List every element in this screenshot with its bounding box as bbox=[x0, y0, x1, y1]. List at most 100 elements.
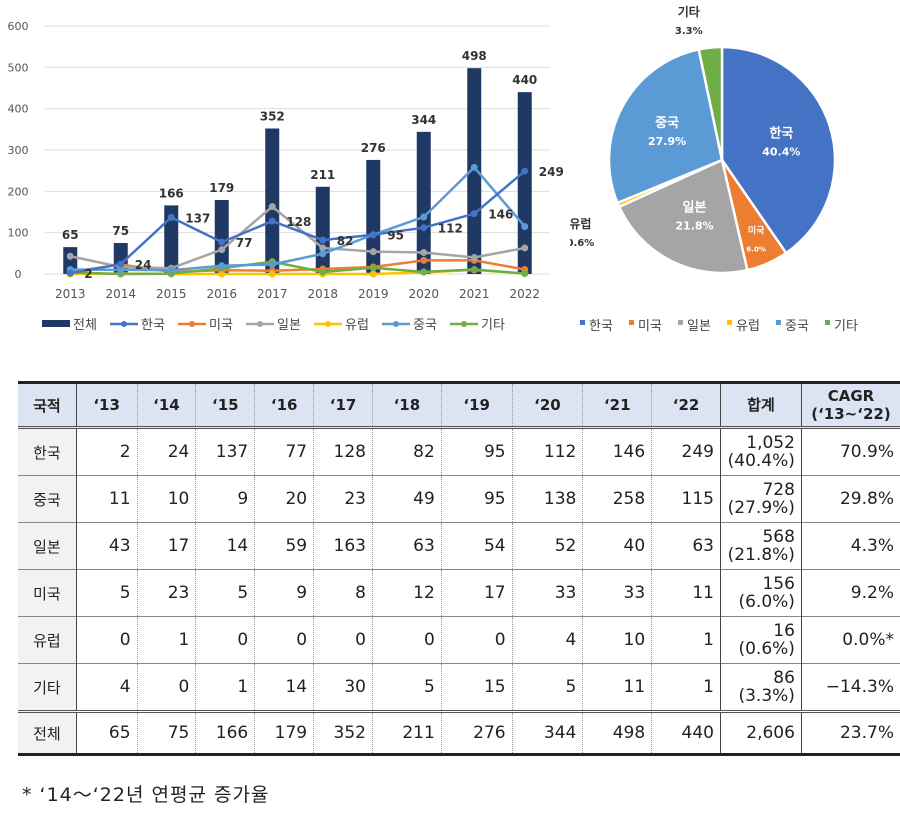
pie-slice bbox=[607, 47, 724, 205]
legend-item: 미국 bbox=[178, 318, 233, 333]
slice-label: 21.8% bbox=[675, 220, 713, 233]
line-label: 24 bbox=[135, 258, 152, 272]
line-label: 146 bbox=[488, 208, 513, 222]
legend-item: 일본 bbox=[246, 318, 301, 333]
table-cell: 5 bbox=[195, 569, 255, 617]
line-point bbox=[218, 270, 226, 278]
table-cell: 17 bbox=[440, 569, 513, 617]
table-cell: 498 bbox=[582, 711, 652, 755]
svg-text:중국: 중국 bbox=[785, 319, 809, 334]
svg-text:일본: 일본 bbox=[687, 319, 711, 334]
table-cell: 43 bbox=[75, 522, 138, 570]
line-point bbox=[218, 238, 226, 246]
cagr-cell: 23.7% bbox=[800, 711, 900, 755]
cagr-cell: 9.2% bbox=[800, 569, 900, 617]
row-label: 한국 bbox=[18, 427, 77, 476]
slice-name: 미국 bbox=[748, 225, 765, 237]
legend-item: 미국 bbox=[629, 319, 662, 334]
slice-name: 일본 bbox=[683, 201, 707, 216]
svg-text:미국: 미국 bbox=[209, 318, 233, 333]
pie-slice bbox=[617, 158, 749, 275]
table-cell: 128 bbox=[313, 427, 373, 476]
legend-item: 기타 bbox=[450, 318, 505, 333]
table-cell: 115 bbox=[651, 475, 721, 523]
table-cell: 1 bbox=[651, 616, 721, 664]
table-cell: 20 bbox=[254, 475, 314, 523]
line-label: 137 bbox=[185, 211, 210, 225]
series-line bbox=[70, 170, 526, 275]
table-cell: 77 bbox=[254, 427, 314, 476]
svg-text:중국: 중국 bbox=[413, 318, 437, 333]
pie-slice bbox=[697, 45, 724, 161]
line-point bbox=[319, 244, 327, 252]
table-cell: 63 bbox=[651, 522, 721, 570]
column-header: 합계 bbox=[719, 382, 802, 428]
sum-cell: 16 (0.6%) bbox=[719, 616, 802, 664]
line-point bbox=[319, 268, 327, 276]
table-cell: 258 bbox=[582, 475, 652, 523]
x-tick-label: 2019 bbox=[358, 287, 389, 301]
cagr-cell: −14.3% bbox=[800, 663, 900, 712]
table-cell: 15 bbox=[440, 663, 513, 712]
table-cell: 11 bbox=[582, 663, 652, 712]
svg-text:기타: 기타 bbox=[834, 319, 858, 334]
bar-label: 344 bbox=[411, 113, 436, 127]
column-header: 국적 bbox=[18, 382, 77, 428]
x-tick-label: 2021 bbox=[459, 287, 490, 301]
legend-item: 기타 bbox=[825, 319, 858, 334]
cagr-cell: 0.0%* bbox=[800, 616, 900, 664]
line-point bbox=[521, 167, 529, 175]
x-tick-label: 2017 bbox=[257, 287, 288, 301]
line-point bbox=[218, 246, 226, 254]
slice-label: 0.6% bbox=[570, 238, 594, 249]
line-point bbox=[521, 270, 529, 278]
svg-text:전체: 전체 bbox=[73, 318, 97, 333]
line-label: 249 bbox=[539, 165, 564, 179]
y-tick-label: 100 bbox=[8, 227, 29, 240]
column-header: ‘16 bbox=[254, 382, 314, 428]
bar-label: 75 bbox=[112, 224, 129, 238]
table-cell: 112 bbox=[511, 427, 583, 476]
legend-item: 중국 bbox=[382, 318, 437, 333]
slice-name: 중국 bbox=[655, 116, 679, 131]
series-line bbox=[70, 165, 526, 272]
table-cell: 1 bbox=[195, 663, 255, 712]
table-cell: 10 bbox=[136, 475, 196, 523]
column-header: ‘13 bbox=[75, 382, 138, 428]
total-row: 전체 65 75 166 179 352 211 276 344 498 440 2,606 23.7% bbox=[18, 711, 900, 755]
table-cell: 0 bbox=[195, 616, 255, 664]
line-point bbox=[117, 260, 125, 268]
table-cell: 40 bbox=[582, 522, 652, 570]
line-point bbox=[369, 231, 377, 239]
table-cell: 1 bbox=[651, 663, 721, 712]
row-label: 기타 bbox=[18, 663, 77, 712]
table-row: 일본 43 17 14 59 163 63 54 52 40 63 568 (21.8%) 4.3% bbox=[18, 522, 900, 570]
table-cell: 33 bbox=[511, 569, 583, 617]
bar bbox=[63, 247, 78, 274]
table-cell: 1 bbox=[136, 616, 196, 664]
y-tick-label: 600 bbox=[8, 20, 29, 33]
footnote: * ‘14～‘22년 연평균 증가율 bbox=[22, 784, 270, 806]
sum-cell: 568 (21.8%) bbox=[719, 522, 802, 570]
bar bbox=[467, 68, 482, 274]
line-point bbox=[470, 253, 478, 261]
table-cell: 4 bbox=[511, 616, 583, 664]
line-point bbox=[268, 217, 276, 225]
line-point bbox=[66, 252, 74, 260]
table-cell: 5 bbox=[511, 663, 583, 712]
column-header: ‘14 bbox=[136, 382, 196, 428]
legend-item: 일본 bbox=[678, 319, 711, 334]
table-cell: 23 bbox=[136, 569, 196, 617]
table-cell: 0 bbox=[372, 616, 442, 664]
table-cell: 75 bbox=[136, 711, 196, 755]
column-header: ‘17 bbox=[313, 382, 373, 428]
slice-name: 유럽 bbox=[570, 217, 591, 231]
cagr-cell: 29.8% bbox=[800, 475, 900, 523]
table-cell: 352 bbox=[313, 711, 373, 755]
y-tick-label: 200 bbox=[8, 185, 29, 198]
table-row: 한국 2 24 137 77 128 82 95 112 146 249 1,052 (40.4%) 70… bbox=[18, 427, 900, 476]
table-cell: 179 bbox=[254, 711, 314, 755]
line-point bbox=[319, 236, 327, 244]
legend-item: 한국 bbox=[110, 318, 165, 333]
column-header: ‘19 bbox=[440, 382, 513, 428]
